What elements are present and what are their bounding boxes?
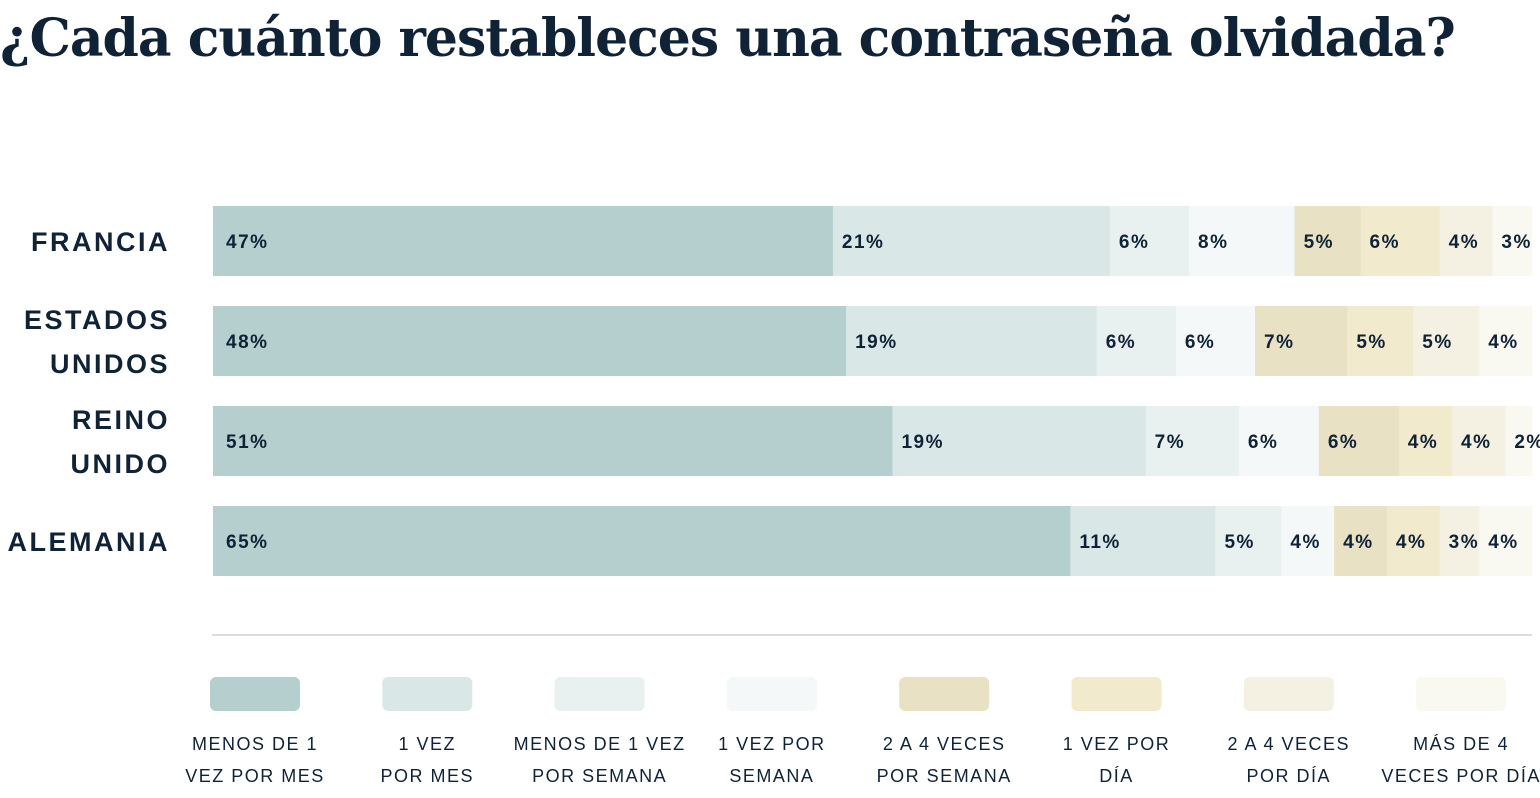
bars-group: 47% 21% 6% 8% 5% 6% 4% 3% 48% 19% 6% 6% 7% 5% 5% 4% 51% 1… bbox=[213, 206, 1540, 576]
legend-label: VECES POR DÍA bbox=[1381, 766, 1540, 786]
bar-value-label: 4% bbox=[1449, 232, 1479, 253]
bar-segment bbox=[1492, 206, 1533, 276]
bar-value-label: 48% bbox=[226, 332, 269, 353]
legend-label: DÍA bbox=[1099, 766, 1134, 786]
bar-value-label: 8% bbox=[1198, 232, 1228, 253]
bar-value-label: 65% bbox=[226, 532, 269, 553]
bar-value-label: 4% bbox=[1396, 532, 1426, 553]
legend-swatch bbox=[554, 677, 645, 711]
legend-label: POR MES bbox=[381, 766, 475, 786]
bar-value-label: 7% bbox=[1264, 332, 1294, 353]
legend-label: 1 VEZ POR bbox=[718, 734, 826, 754]
bar-value-label: 6% bbox=[1248, 432, 1278, 453]
bar-segment bbox=[213, 406, 893, 476]
bar-value-label: 19% bbox=[901, 432, 944, 453]
bar-segment bbox=[213, 506, 1071, 576]
category-label: UNIDO bbox=[71, 449, 171, 479]
bar-segment bbox=[1439, 206, 1493, 276]
bar-value-label: 47% bbox=[226, 232, 269, 253]
bar-segment bbox=[1347, 306, 1414, 376]
bar-segment bbox=[1175, 306, 1256, 376]
legend-label: MENOS DE 1 bbox=[192, 734, 318, 754]
bar-value-label: 4% bbox=[1461, 432, 1491, 453]
bar-segment bbox=[1238, 406, 1320, 476]
bar-value-label: 6% bbox=[1185, 332, 1215, 353]
category-labels: FRANCIA ESTADOS UNIDOS REINO UNIDO ALEMANIA bbox=[8, 227, 171, 557]
category-label: FRANCIA bbox=[31, 227, 170, 257]
bar-value-label: 2% bbox=[1514, 432, 1540, 453]
chart-title: ¿Cada cuánto restableces una contraseña … bbox=[0, 8, 1456, 69]
category-label: ESTADOS bbox=[24, 305, 170, 335]
legend-label: VEZ POR MES bbox=[185, 766, 325, 786]
bar-segment bbox=[1479, 306, 1533, 376]
bar-value-label: 6% bbox=[1370, 232, 1400, 253]
bar-value-label: 5% bbox=[1356, 332, 1386, 353]
bar-value-label: 6% bbox=[1328, 432, 1358, 453]
bar-value-label: 11% bbox=[1079, 532, 1120, 553]
legend-label: POR SEMANA bbox=[877, 766, 1012, 786]
bar-segment bbox=[846, 306, 1098, 376]
bar-segment bbox=[1070, 506, 1216, 576]
category-label: ALEMANIA bbox=[8, 527, 171, 557]
legend-label: MÁS DE 4 bbox=[1413, 734, 1509, 754]
bar-value-label: 4% bbox=[1488, 532, 1518, 553]
bar-segment bbox=[1215, 506, 1282, 576]
bar-segment bbox=[1334, 506, 1388, 576]
bar-segment bbox=[1294, 206, 1361, 276]
legend-label: 1 VEZ bbox=[399, 734, 457, 754]
legend-label: SEMANA bbox=[729, 766, 814, 786]
bar-segment bbox=[1360, 206, 1441, 276]
legend-swatch bbox=[382, 677, 473, 711]
bar-value-label: 6% bbox=[1119, 232, 1149, 253]
bar-segment bbox=[1255, 306, 1348, 376]
bar-segment bbox=[1398, 406, 1453, 476]
bar-segment bbox=[1505, 406, 1533, 476]
bar-value-label: 5% bbox=[1224, 532, 1254, 553]
bar-value-label: 19% bbox=[855, 332, 898, 353]
bar-segment bbox=[1189, 206, 1295, 276]
legend-label: POR SEMANA bbox=[532, 766, 667, 786]
legend-label: MENOS DE 1 VEZ bbox=[514, 734, 686, 754]
legend-swatch bbox=[1416, 677, 1507, 711]
bar-segment bbox=[1109, 206, 1190, 276]
legend-label: 1 VEZ POR bbox=[1063, 734, 1171, 754]
bar-value-label: 4% bbox=[1290, 532, 1320, 553]
bar-value-label: 4% bbox=[1488, 332, 1518, 353]
legend-label: 2 A 4 VECES bbox=[1228, 734, 1351, 754]
bar-segment bbox=[1281, 506, 1335, 576]
bar-segment bbox=[892, 406, 1147, 476]
legend: MENOS DE 1 VEZ POR MES 1 VEZ POR MES MENOS D… bbox=[185, 677, 1540, 786]
bar-segment bbox=[1452, 406, 1506, 476]
bar-segment bbox=[1413, 306, 1480, 376]
legend-label: POR DÍA bbox=[1247, 766, 1332, 786]
bar-value-label: 5% bbox=[1422, 332, 1452, 353]
bar-value-label: 4% bbox=[1343, 532, 1373, 553]
bar-segment bbox=[1145, 406, 1240, 476]
legend-swatch bbox=[899, 677, 990, 711]
bar-segment bbox=[1096, 306, 1177, 376]
legend-swatch bbox=[1071, 677, 1162, 711]
bar-segment bbox=[213, 306, 847, 376]
bar-segment bbox=[1479, 506, 1533, 576]
bar-segment bbox=[1439, 506, 1480, 576]
bar-segment bbox=[213, 206, 834, 276]
bar-segment bbox=[1318, 406, 1400, 476]
bar-value-label: 4% bbox=[1408, 432, 1438, 453]
bar-segment bbox=[1386, 506, 1441, 576]
bar-value-label: 3% bbox=[1449, 532, 1479, 553]
legend-swatch bbox=[1243, 677, 1334, 711]
bar-value-label: 7% bbox=[1155, 432, 1185, 453]
category-label: REINO bbox=[72, 405, 170, 435]
bar-value-label: 3% bbox=[1501, 232, 1531, 253]
bar-value-label: 5% bbox=[1304, 232, 1334, 253]
category-label: UNIDOS bbox=[50, 349, 170, 379]
legend-label: 2 A 4 VECES bbox=[883, 734, 1006, 754]
bar-segment bbox=[832, 206, 1111, 276]
legend-swatch bbox=[210, 677, 300, 711]
bar-value-label: 21% bbox=[842, 232, 885, 253]
bar-value-label: 51% bbox=[226, 432, 269, 453]
bar-value-label: 6% bbox=[1106, 332, 1136, 353]
legend-swatch bbox=[726, 677, 817, 711]
